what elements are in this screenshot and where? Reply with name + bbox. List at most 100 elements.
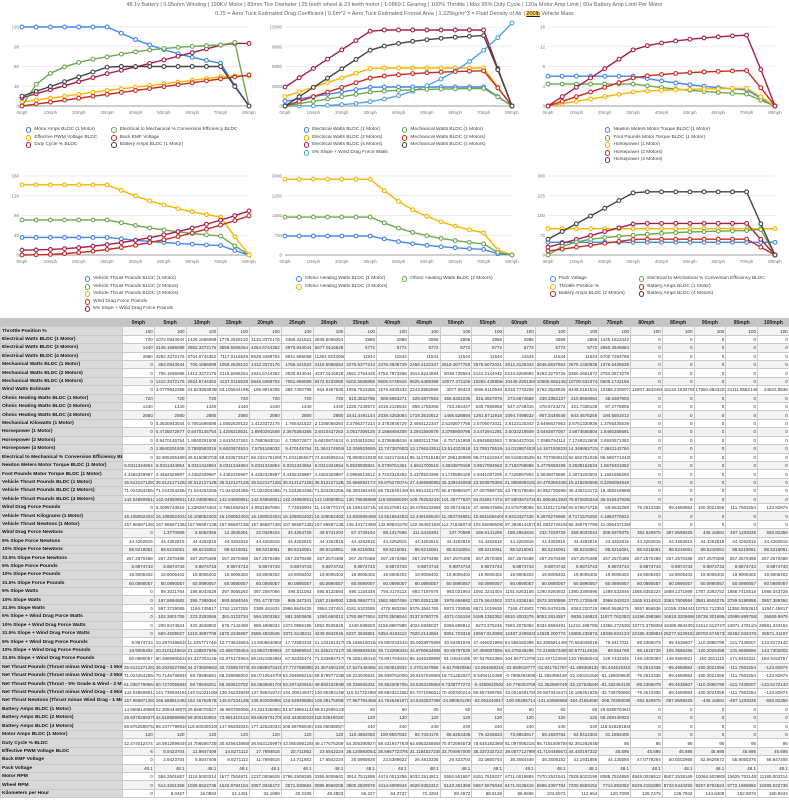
table-cell[interactable]: 4.4482329987 xyxy=(153,469,187,479)
table-cell[interactable]: 4.6611700515 xyxy=(407,460,441,471)
table-cell[interactable]: 12.7736435544 xyxy=(217,637,250,647)
table-cell[interactable]: 791.4778728 xyxy=(249,595,282,605)
table-cell[interactable]: 69.1920764 xyxy=(534,729,568,740)
table-cell[interactable]: 34.2738296818 xyxy=(185,662,219,673)
table-cell[interactable]: 67.82836474 xyxy=(280,654,314,664)
table-cell[interactable]: 88.5216061 xyxy=(757,544,789,555)
table-cell[interactable]: 112.4071228456 xyxy=(534,654,568,664)
table-cell[interactable]: 893.7197876 xyxy=(407,586,441,597)
table-cell[interactable]: 0 xyxy=(122,755,155,765)
table-cell[interactable]: 0 xyxy=(725,729,758,740)
table-cell[interactable]: 5056.688912 xyxy=(439,620,473,631)
table-cell[interactable]: 19.9005402 xyxy=(598,570,631,580)
table-cell[interactable]: 240 xyxy=(534,721,568,731)
table-cell[interactable]: 142.0485085128 xyxy=(217,494,250,504)
table-cell[interactable]: 9.9874743 xyxy=(598,561,631,572)
table-cell[interactable]: 48.2803 xyxy=(312,788,346,799)
table-cell[interactable]: 16.1080524022 xyxy=(153,511,187,521)
table-cell[interactable]: 267.2570488 xyxy=(185,553,219,563)
table-cell[interactable]: 0 xyxy=(725,435,758,446)
table-cell[interactable]: 19.9005402 xyxy=(630,570,663,580)
table-cell[interactable]: 1765.421522 xyxy=(280,360,314,370)
table-cell[interactable]: 100 xyxy=(630,326,663,336)
table-cell[interactable]: 137.0953187272 xyxy=(249,687,282,698)
table-cell[interactable]: -89.4660864 xyxy=(661,671,695,681)
table-cell[interactable]: 11350.0852615 xyxy=(725,603,758,614)
table-cell[interactable]: 35.3084448 xyxy=(503,755,536,765)
table-cell[interactable]: 100 xyxy=(122,326,155,336)
table-cell[interactable]: 11185.003314 xyxy=(757,771,789,782)
table-cell[interactable]: 16.1080524022 xyxy=(185,511,219,521)
table-cell[interactable]: 10066.5029826 xyxy=(693,771,727,782)
table-cell[interactable]: 120 xyxy=(503,713,536,723)
table-cell[interactable]: 0 xyxy=(693,343,727,353)
row-label[interactable]: 10% Slope Watts xyxy=(0,595,123,605)
table-cell[interactable]: -10.7760037596 xyxy=(503,679,536,689)
table-cell[interactable]: 120 xyxy=(344,713,377,723)
table-cell[interactable]: 421.7338128 xyxy=(566,402,600,412)
table-cell[interactable]: 595.8132584 xyxy=(312,586,346,597)
table-cell[interactable]: 2370.3506544 xyxy=(376,612,409,622)
table-cell[interactable]: 397.2087056 xyxy=(249,586,282,597)
table-cell[interactable]: 45.695 xyxy=(630,746,663,757)
table-cell[interactable]: 0 xyxy=(757,393,789,404)
table-cell[interactable]: 63.2848952164 xyxy=(280,671,314,681)
table-cell[interactable]: 123.5393988828 xyxy=(280,696,314,706)
table-cell[interactable]: 60.0890057 xyxy=(757,578,789,589)
table-cell[interactable]: 14196.299368 xyxy=(630,612,663,622)
table-cell[interactable]: 0 xyxy=(630,427,663,437)
table-cell[interactable]: 20.4763653482 xyxy=(534,477,568,488)
table-cell[interactable]: 881.2603606 xyxy=(280,612,314,622)
table-cell[interactable]: 139.2623392584 xyxy=(217,687,250,698)
table-cell[interactable]: 77.9677944566 xyxy=(344,696,377,706)
table-cell[interactable]: 0 xyxy=(693,477,727,488)
table-cell[interactable]: 1055.7523256 xyxy=(344,385,377,395)
table-cell[interactable]: 509.6063271 xyxy=(376,393,409,404)
table-cell[interactable]: 9.9874743 xyxy=(122,637,155,647)
table-cell[interactable]: 44.9760634896 xyxy=(407,645,441,656)
table-cell[interactable]: 99.3021764 xyxy=(153,586,187,597)
table-cell[interactable]: 88.5139 xyxy=(471,788,504,799)
table-cell[interactable]: 45.695 xyxy=(598,746,631,757)
table-cell[interactable]: 15773.3758368 xyxy=(630,620,663,631)
table-cell[interactable]: 267.2570488 xyxy=(217,553,250,563)
table-cell[interactable]: 140.8102110664 xyxy=(185,687,219,698)
table-cell[interactable]: 28.5867723797 xyxy=(376,746,409,757)
table-cell[interactable]: -123.82974 xyxy=(757,671,789,681)
table-cell[interactable]: 88.5216061 xyxy=(312,544,346,555)
table-cell[interactable]: 56.557369786 xyxy=(471,687,504,698)
table-cell[interactable]: 0 xyxy=(122,620,155,631)
table-cell[interactable]: 2886 xyxy=(344,334,377,345)
table-cell[interactable]: 1.4205218631 xyxy=(217,427,250,437)
table-cell[interactable]: 0 xyxy=(725,343,758,353)
table-cell[interactable]: 9.9874743 xyxy=(280,561,314,572)
table-cell[interactable]: 2485.421522 xyxy=(280,334,314,345)
table-cell[interactable]: -121.7438007 xyxy=(725,679,758,689)
table-cell[interactable]: 88.5216061 xyxy=(439,544,473,555)
table-cell[interactable]: 11354.0233056 xyxy=(312,351,346,362)
table-cell[interactable]: 9557.966536 xyxy=(630,603,663,614)
table-cell[interactable]: 720 xyxy=(280,393,314,404)
table-cell[interactable]: 0 xyxy=(661,360,695,370)
table-cell[interactable]: 5772 xyxy=(439,343,473,353)
table-cell[interactable]: 91.0832726158 xyxy=(534,519,568,530)
table-cell[interactable]: 0 xyxy=(693,469,727,479)
table-cell[interactable]: 4237.0116528 xyxy=(312,368,346,378)
table-cell[interactable]: 3561.6504276 xyxy=(693,595,727,605)
table-cell[interactable]: 44.4262815 xyxy=(217,536,250,546)
table-cell[interactable]: 9836.246823 xyxy=(566,612,600,622)
table-cell[interactable]: 0 xyxy=(122,788,155,799)
table-cell[interactable]: 1426.1686088 xyxy=(185,334,219,345)
table-cell[interactable]: 12.474012474 xyxy=(122,738,155,748)
table-cell[interactable]: 29.8762700744 xyxy=(376,477,409,488)
table-cell[interactable]: 0 xyxy=(122,771,155,782)
table-cell[interactable]: 1575.9330432 xyxy=(376,385,409,395)
table-cell[interactable]: 91.04644186 xyxy=(439,654,473,664)
table-cell[interactable]: 13.1766243512 xyxy=(407,444,441,454)
row-label[interactable]: 10% Slope + Wind Drag Force Pounds xyxy=(0,645,123,656)
table-cell[interactable]: 478.6724274 xyxy=(534,402,568,412)
table-cell[interactable]: 24871.4781104 xyxy=(725,620,758,631)
table-cell[interactable]: 30.5589373426 xyxy=(249,662,282,673)
table-cell[interactable]: 0 xyxy=(661,721,695,731)
table-cell[interactable]: 0.9470145754 xyxy=(185,427,219,437)
